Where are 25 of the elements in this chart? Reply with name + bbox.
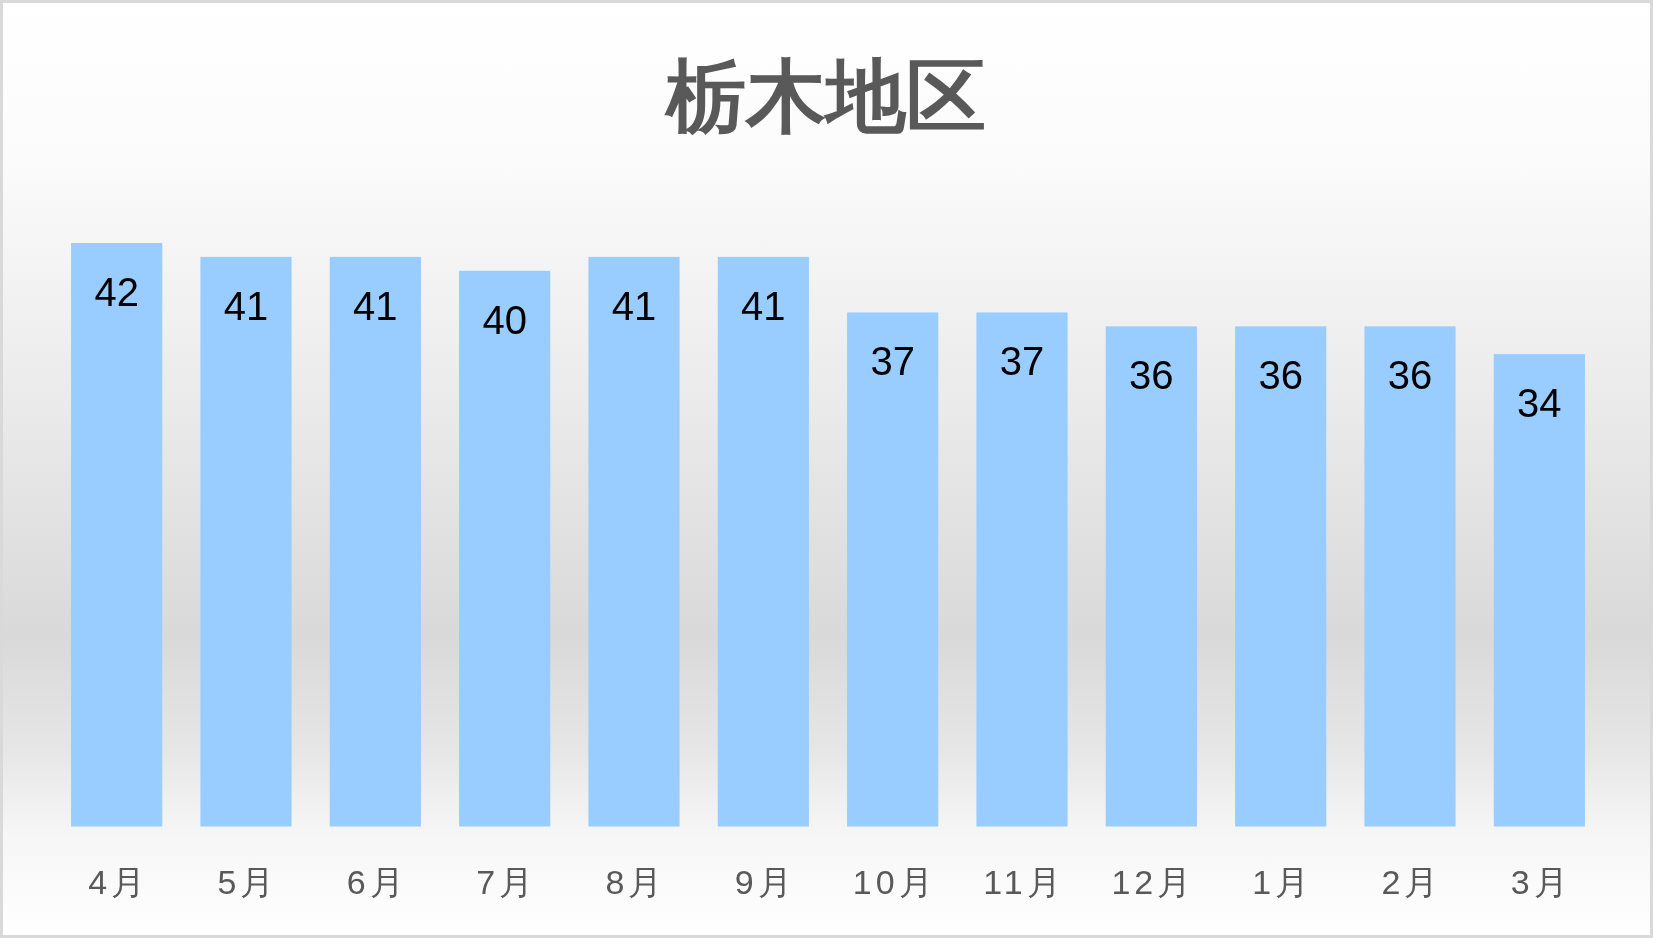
data-label: 34 <box>1517 381 1562 426</box>
data-label: 36 <box>1129 353 1174 398</box>
data-label: 41 <box>223 283 269 328</box>
x-tick-label: 11月 <box>983 863 1065 901</box>
x-tick-label: 2月 <box>1381 863 1443 901</box>
data-label: 36 <box>1258 353 1303 398</box>
data-label: 41 <box>611 283 657 328</box>
x-tick-label: 6月 <box>346 863 408 901</box>
data-label: 37 <box>870 339 915 384</box>
data-label: 42 <box>94 270 139 314</box>
x-tick-label: 12月 <box>1111 863 1196 901</box>
data-label: 41 <box>353 283 398 328</box>
x-tick-label: 3月 <box>1510 863 1572 901</box>
data-label: 36 <box>1387 353 1433 398</box>
x-tick-label: 10月 <box>852 863 937 901</box>
data-label: 37 <box>999 339 1045 384</box>
x-tick-label: 8月 <box>605 863 667 901</box>
x-tick-label: 7月 <box>476 863 538 901</box>
data-label: 40 <box>482 297 527 342</box>
x-tick-label: 4月 <box>88 863 150 901</box>
x-tick-label: 5月 <box>217 863 279 901</box>
title: 栃木地区 <box>666 52 986 141</box>
x-tick-label: 9月 <box>734 863 796 901</box>
x-tick-label: 1月 <box>1252 863 1314 901</box>
data-label: 41 <box>741 283 786 328</box>
